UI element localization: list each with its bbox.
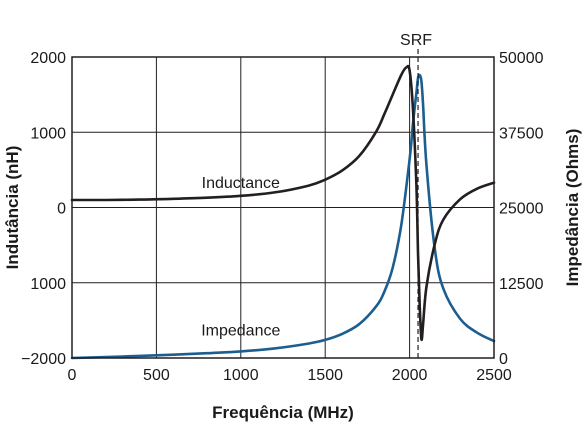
x-tick-label: 1000 — [223, 367, 259, 384]
x-tick-label: 0 — [68, 367, 77, 384]
y-left-axis-title: Indutância (nH) — [3, 146, 22, 270]
annotation-inductance: Inductance — [202, 175, 280, 192]
y-right-tick-label: 50000 — [499, 50, 544, 67]
y-left-tick-label: 2000 — [30, 50, 66, 67]
y-left-tick-label: 1000 — [30, 276, 66, 293]
y-right-tick-label: 37500 — [499, 125, 544, 142]
x-tick-label: 2000 — [392, 367, 428, 384]
y-right-tick-label: 0 — [499, 351, 508, 368]
y-right-tick-label: 12500 — [499, 276, 544, 293]
y-left-tick-label: 0 — [57, 201, 66, 218]
x-tick-label: 2500 — [476, 367, 512, 384]
series-annotations: Inductance Impedance — [201, 175, 280, 339]
y-left-tick-label: 1000 — [30, 125, 66, 142]
y-right-tick-label: 25000 — [499, 201, 544, 218]
x-tick-label: 1500 — [307, 367, 343, 384]
y-left-tick-label: −2000 — [21, 351, 66, 368]
x-axis-ticks: 0 500 1000 1500 2000 2500 — [68, 367, 512, 384]
y-right-axis-ticks: 50000 37500 25000 12500 0 — [499, 50, 544, 368]
series-group — [70, 64, 496, 360]
y-left-axis-ticks: 2000 1000 0 1000 −2000 — [21, 50, 66, 368]
y-right-axis-title: Impedância (Ohms) — [563, 129, 582, 287]
plot-frame — [71, 56, 495, 359]
srf-label: SRF — [400, 32, 432, 49]
annotation-impedance: Impedance — [201, 323, 280, 340]
series-line-impedance — [70, 73, 496, 360]
series-line-inductance — [70, 64, 496, 342]
x-tick-label: 500 — [143, 367, 170, 384]
x-axis-title: Frequência (MHz) — [212, 403, 354, 422]
